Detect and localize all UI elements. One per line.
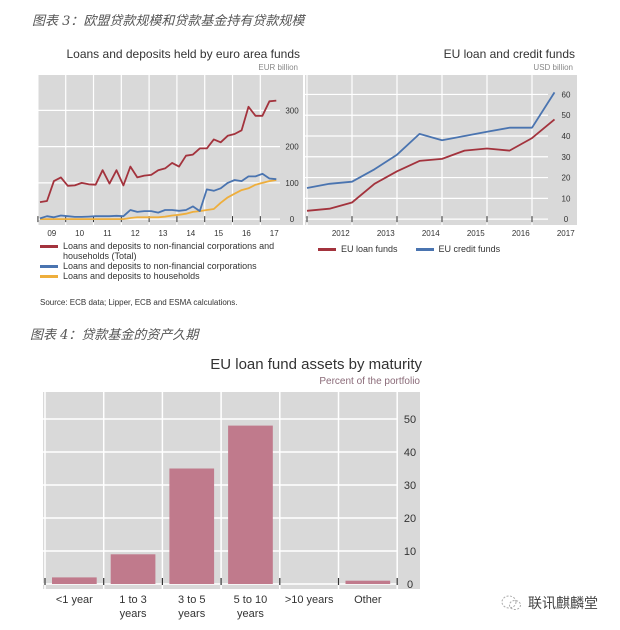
- legend-label: EU credit funds: [438, 244, 501, 254]
- chart3-unit: Percent of the portfolio: [319, 376, 420, 387]
- x-category-label: 1 to 3: [119, 594, 147, 606]
- legend-item-loan-funds: EU loan funds: [318, 244, 398, 254]
- y-tick-label: 40: [404, 447, 416, 459]
- chart2-legend: EU loan funds EU credit funds: [318, 244, 500, 254]
- y-tick-label: 300: [285, 106, 299, 115]
- series-line: [306, 91, 556, 189]
- legend-swatch-red: [40, 245, 58, 248]
- x-tick-label: 17: [270, 229, 279, 238]
- chart1-unit: EUR billion: [258, 63, 298, 72]
- x-tick-label: 16: [242, 229, 251, 238]
- chart1-title: Loans and deposits held by euro area fun…: [66, 47, 300, 61]
- x-category-label: 5 to 10: [234, 594, 268, 606]
- x-tick-label: 15: [214, 229, 223, 238]
- x-tick-label: 10: [75, 229, 84, 238]
- watermark: 联讯麒麟堂: [500, 593, 598, 613]
- legend-item-households: Loans and deposits to households: [40, 271, 290, 281]
- chart3-svg: 0 10 20 30 40 50 <1 year 1 to 3 years 3 to 5 years…: [43, 392, 420, 620]
- bar: [52, 577, 97, 584]
- series-line: [39, 99, 277, 203]
- y-tick-label: 10: [562, 194, 571, 203]
- x-tick-label: 2014: [422, 229, 440, 238]
- x-tick-label: 2013: [377, 229, 395, 238]
- y-tick-label: 30: [562, 153, 571, 162]
- y-tick-label: 10: [404, 546, 416, 558]
- x-tick-label: 12: [131, 229, 140, 238]
- y-tick-label: 0: [407, 579, 413, 591]
- y-tick-label: 20: [404, 513, 416, 525]
- y-tick-label: 60: [562, 90, 571, 99]
- x-tick-label: 2016: [512, 229, 530, 238]
- legend-label: Loans and deposits to households: [63, 271, 200, 281]
- x-category-label: Other: [354, 594, 382, 606]
- bar: [228, 425, 273, 584]
- bar: [345, 580, 391, 584]
- y-tick-label: 200: [285, 143, 299, 152]
- series-line: [39, 172, 277, 220]
- series-line: [40, 179, 277, 221]
- legend-swatch-blue: [40, 265, 58, 268]
- y-tick-label: 50: [404, 414, 416, 426]
- x-tick-label: 13: [159, 229, 168, 238]
- x-category-label: 3 to 5: [178, 594, 206, 606]
- bar: [110, 554, 156, 584]
- chart1-legend: Loans and deposits to non-financial corp…: [40, 241, 290, 281]
- x-tick-label: 2017: [557, 229, 575, 238]
- chart2-unit: USD billion: [533, 63, 573, 72]
- plot-background: [38, 75, 303, 225]
- y-tick-label: 50: [562, 111, 571, 120]
- legend-item-credit-funds: EU credit funds: [415, 244, 501, 254]
- y-tick-label: 20: [562, 174, 571, 183]
- figure-4-caption: 图表 4：贷款基金的资产久期: [30, 328, 199, 343]
- x-category-label: years: [237, 608, 264, 620]
- legend-swatch-blue: [415, 248, 434, 251]
- legend-swatch-orange: [40, 275, 58, 278]
- x-tick-label: 14: [186, 229, 195, 238]
- y-tick-label: 40: [562, 132, 571, 141]
- x-tick-label: 2012: [332, 229, 350, 238]
- legend-label: Loans and deposits to non-financial corp…: [63, 241, 275, 261]
- legend-item-total: Loans and deposits to non-financial corp…: [40, 241, 290, 261]
- y-tick-label: 100: [285, 179, 299, 188]
- wechat-icon: [501, 595, 521, 610]
- x-category-label: <1 year: [56, 594, 93, 606]
- series-line: [306, 118, 556, 212]
- y-tick-label: 0: [564, 215, 569, 224]
- legend-swatch-red: [318, 248, 336, 251]
- chart2-svg: 0 10 20 30 40 50 60 2012 2013 2014 2015 2016 2017: [305, 75, 577, 238]
- y-tick-label: 0: [290, 215, 295, 224]
- legend-label: Loans and deposits to non-financial corp…: [63, 261, 257, 271]
- x-category-label: years: [120, 608, 147, 620]
- chart2-title: EU loan and credit funds: [443, 47, 575, 61]
- x-category-label: years: [178, 608, 205, 620]
- x-tick-label: 09: [47, 229, 56, 238]
- plot-background: [305, 75, 577, 225]
- watermark-text: 联讯麒麟堂: [528, 595, 598, 611]
- chart3-title: EU loan fund assets by maturity: [210, 356, 422, 373]
- x-category-label: >10 years: [285, 594, 334, 606]
- bar: [169, 468, 215, 584]
- chart1-source: Source: ECB data; Lipper, ECB and ESMA c…: [40, 298, 238, 307]
- figure-3-caption: 图表 3：欧盟贷款规模和贷款基金持有贷款规模: [32, 14, 305, 29]
- legend-item-nfc: Loans and deposits to non-financial corp…: [40, 261, 290, 271]
- x-tick-label: 2015: [467, 229, 485, 238]
- x-tick-label: 11: [103, 229, 112, 238]
- chart1-svg: 0 100 200 300 09 10 11 12 13 14 15 16 17: [37, 75, 303, 238]
- y-tick-label: 30: [404, 480, 416, 492]
- legend-label: EU loan funds: [341, 244, 398, 254]
